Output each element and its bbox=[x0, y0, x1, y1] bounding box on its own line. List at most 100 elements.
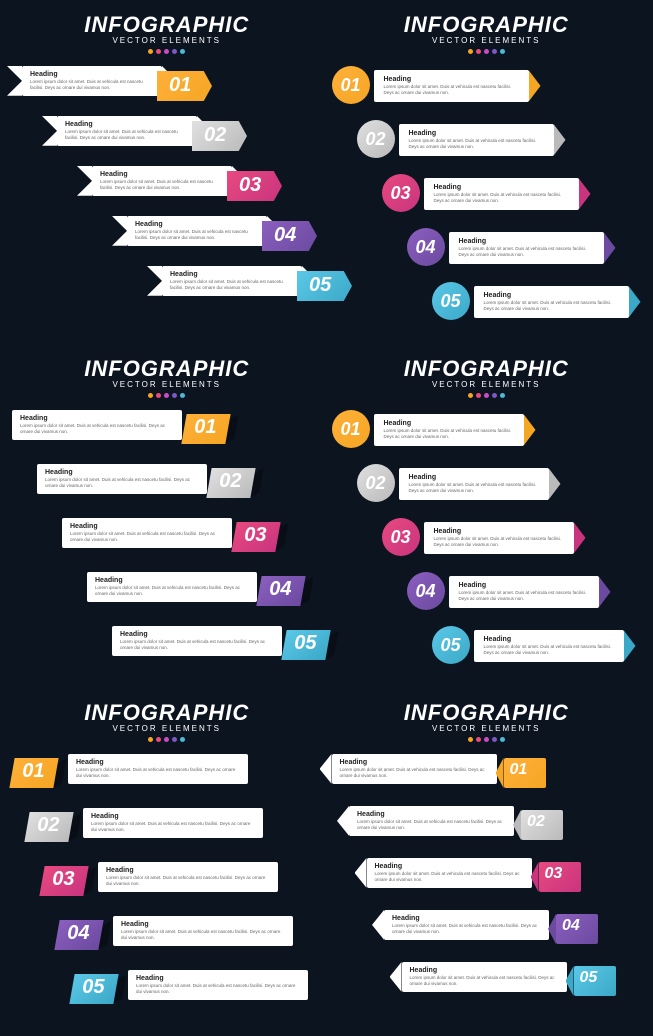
step-card: HeadingLorem ipsum dolor sit amet. Duis … bbox=[424, 178, 579, 210]
step-row: HeadingLorem ipsum dolor sit amet. Duis … bbox=[332, 962, 642, 1006]
step-row: 02HeadingLorem ipsum dolor sit amet. Dui… bbox=[332, 120, 642, 166]
step-number: 05 bbox=[82, 976, 104, 999]
step-number: 02 bbox=[204, 124, 226, 147]
step-heading: Heading bbox=[384, 76, 519, 83]
dot bbox=[172, 49, 177, 54]
step-body: Lorem ipsum dolor sit amet. Duis at vehi… bbox=[410, 975, 559, 987]
dot bbox=[484, 393, 489, 398]
step-card: HeadingLorem ipsum dolor sit amet. Duis … bbox=[87, 572, 257, 602]
step-body: Lorem ipsum dolor sit amet. Duis at vehi… bbox=[30, 79, 154, 91]
step-heading: Heading bbox=[100, 171, 224, 178]
dot bbox=[148, 49, 153, 54]
step-row: HeadingLorem ipsum dolor sit amet. Duis … bbox=[332, 910, 642, 954]
step-card: HeadingLorem ipsum dolor sit amet. Duis … bbox=[98, 862, 278, 892]
subtitle: VECTOR ELEMENTS bbox=[432, 724, 541, 733]
step-number: 05 bbox=[294, 632, 316, 655]
step-card: HeadingLorem ipsum dolor sit amet. Duis … bbox=[349, 806, 514, 836]
dot bbox=[172, 737, 177, 742]
step-cube: 02 bbox=[24, 812, 73, 842]
step-card: HeadingLorem ipsum dolor sit amet. Duis … bbox=[399, 124, 554, 156]
step-row: 03HeadingLorem ipsum dolor sit amet. Dui… bbox=[12, 862, 322, 908]
infographic-panel-2: INFOGRAPHIC VECTOR ELEMENTS 01HeadingLor… bbox=[332, 12, 642, 336]
subtitle: VECTOR ELEMENTS bbox=[112, 36, 221, 45]
step-heading: Heading bbox=[91, 813, 255, 820]
title: INFOGRAPHIC bbox=[84, 356, 249, 382]
step-row: 04 HeadingLorem ipsum dolor sit amet. Dui… bbox=[332, 572, 642, 618]
step-row: HeadingLorem ipsum dolor sit amet. Duis … bbox=[332, 858, 642, 902]
step-row: 04HeadingLorem ipsum dolor sit amet. Dui… bbox=[12, 916, 322, 962]
step-number: 03 bbox=[244, 524, 266, 547]
subtitle: VECTOR ELEMENTS bbox=[112, 724, 221, 733]
step-row: 03 HeadingLorem ipsum dolor sit amet. Dui… bbox=[332, 174, 642, 220]
step-body: Lorem ipsum dolor sit amet. Duis at vehi… bbox=[91, 821, 255, 833]
step-heading: Heading bbox=[484, 292, 619, 299]
step-heading: Heading bbox=[375, 863, 524, 870]
step-number: 05 bbox=[580, 969, 598, 987]
step-body: Lorem ipsum dolor sit amet. Duis at vehi… bbox=[434, 536, 564, 548]
step-row: HeadingLorem ipsum dolor sit amet. Duis … bbox=[12, 216, 322, 258]
step-circle: 01 bbox=[332, 66, 370, 104]
dot bbox=[500, 393, 505, 398]
step-heading: Heading bbox=[20, 415, 174, 422]
dot bbox=[180, 49, 185, 54]
step-card: HeadingLorem ipsum dolor sit amet. Duis … bbox=[57, 116, 197, 146]
step-heading: Heading bbox=[434, 184, 569, 191]
step-body: Lorem ipsum dolor sit amet. Duis at vehi… bbox=[340, 767, 489, 779]
step-card: HeadingLorem ipsum dolor sit amet. Duis … bbox=[374, 70, 529, 102]
subtitle: VECTOR ELEMENTS bbox=[432, 380, 541, 389]
step-number: 03 bbox=[390, 183, 410, 204]
step-number: 03 bbox=[239, 174, 261, 197]
title: INFOGRAPHIC bbox=[404, 700, 569, 726]
step-row: HeadingLorem ipsum dolor sit amet. Duis … bbox=[12, 626, 322, 672]
step-heading: Heading bbox=[434, 528, 564, 535]
step-heading: Heading bbox=[135, 221, 259, 228]
step-body: Lorem ipsum dolor sit amet. Duis at vehi… bbox=[65, 129, 189, 141]
step-cube: 04 bbox=[54, 920, 103, 950]
step-tag: 02 bbox=[521, 810, 563, 840]
step-cube: 03 bbox=[231, 522, 280, 552]
step-card: HeadingLorem ipsum dolor sit amet. Duis … bbox=[449, 576, 599, 608]
step-number: 01 bbox=[169, 74, 191, 97]
step-number: 05 bbox=[440, 291, 460, 312]
step-row: HeadingLorem ipsum dolor sit amet. Duis … bbox=[332, 754, 642, 798]
step-number: 04 bbox=[415, 581, 435, 602]
step-circle: 05 bbox=[432, 626, 470, 664]
step-number: 04 bbox=[274, 224, 296, 247]
step-circle: 04 bbox=[407, 572, 445, 610]
infographic-panel-3: INFOGRAPHIC VECTOR ELEMENTS HeadingLorem… bbox=[12, 356, 322, 680]
title: INFOGRAPHIC bbox=[84, 12, 249, 38]
step-heading: Heading bbox=[170, 271, 294, 278]
step-heading: Heading bbox=[384, 420, 514, 427]
step-row: HeadingLorem ipsum dolor sit amet. Duis … bbox=[12, 572, 322, 618]
step-card: HeadingLorem ipsum dolor sit amet. Duis … bbox=[68, 754, 248, 784]
step-heading: Heading bbox=[106, 867, 270, 874]
dots bbox=[148, 49, 185, 54]
step-card: HeadingLorem ipsum dolor sit amet. Duis … bbox=[22, 66, 162, 96]
step-cube: 04 bbox=[256, 576, 305, 606]
step-heading: Heading bbox=[120, 631, 274, 638]
dot bbox=[500, 737, 505, 742]
step-tag: 03 bbox=[227, 171, 282, 201]
step-cube: 02 bbox=[206, 468, 255, 498]
step-tag: 01 bbox=[504, 758, 546, 788]
dot bbox=[484, 737, 489, 742]
step-tag: 03 bbox=[539, 862, 581, 892]
step-cube: 05 bbox=[281, 630, 330, 660]
step-body: Lorem ipsum dolor sit amet. Duis at vehi… bbox=[384, 84, 519, 96]
step-card: HeadingLorem ipsum dolor sit amet. Duis … bbox=[83, 808, 263, 838]
step-heading: Heading bbox=[410, 967, 559, 974]
step-row: 05HeadingLorem ipsum dolor sit amet. Dui… bbox=[332, 282, 642, 328]
step-heading: Heading bbox=[76, 759, 240, 766]
step-body: Lorem ipsum dolor sit amet. Duis at vehi… bbox=[76, 767, 240, 779]
step-body: Lorem ipsum dolor sit amet. Duis at vehi… bbox=[100, 179, 224, 191]
step-number: 01 bbox=[22, 760, 44, 783]
step-row: 05HeadingLorem ipsum dolor sit amet. Dui… bbox=[12, 970, 322, 1016]
step-card: HeadingLorem ipsum dolor sit amet. Duis … bbox=[399, 468, 549, 500]
infographic-panel-4: INFOGRAPHIC VECTOR ELEMENTS 01HeadingLor… bbox=[332, 356, 642, 680]
dot bbox=[492, 393, 497, 398]
dot bbox=[468, 393, 473, 398]
step-heading: Heading bbox=[409, 474, 539, 481]
step-tag: 04 bbox=[556, 914, 598, 944]
step-body: Lorem ipsum dolor sit amet. Duis at vehi… bbox=[70, 531, 224, 543]
dot bbox=[476, 49, 481, 54]
